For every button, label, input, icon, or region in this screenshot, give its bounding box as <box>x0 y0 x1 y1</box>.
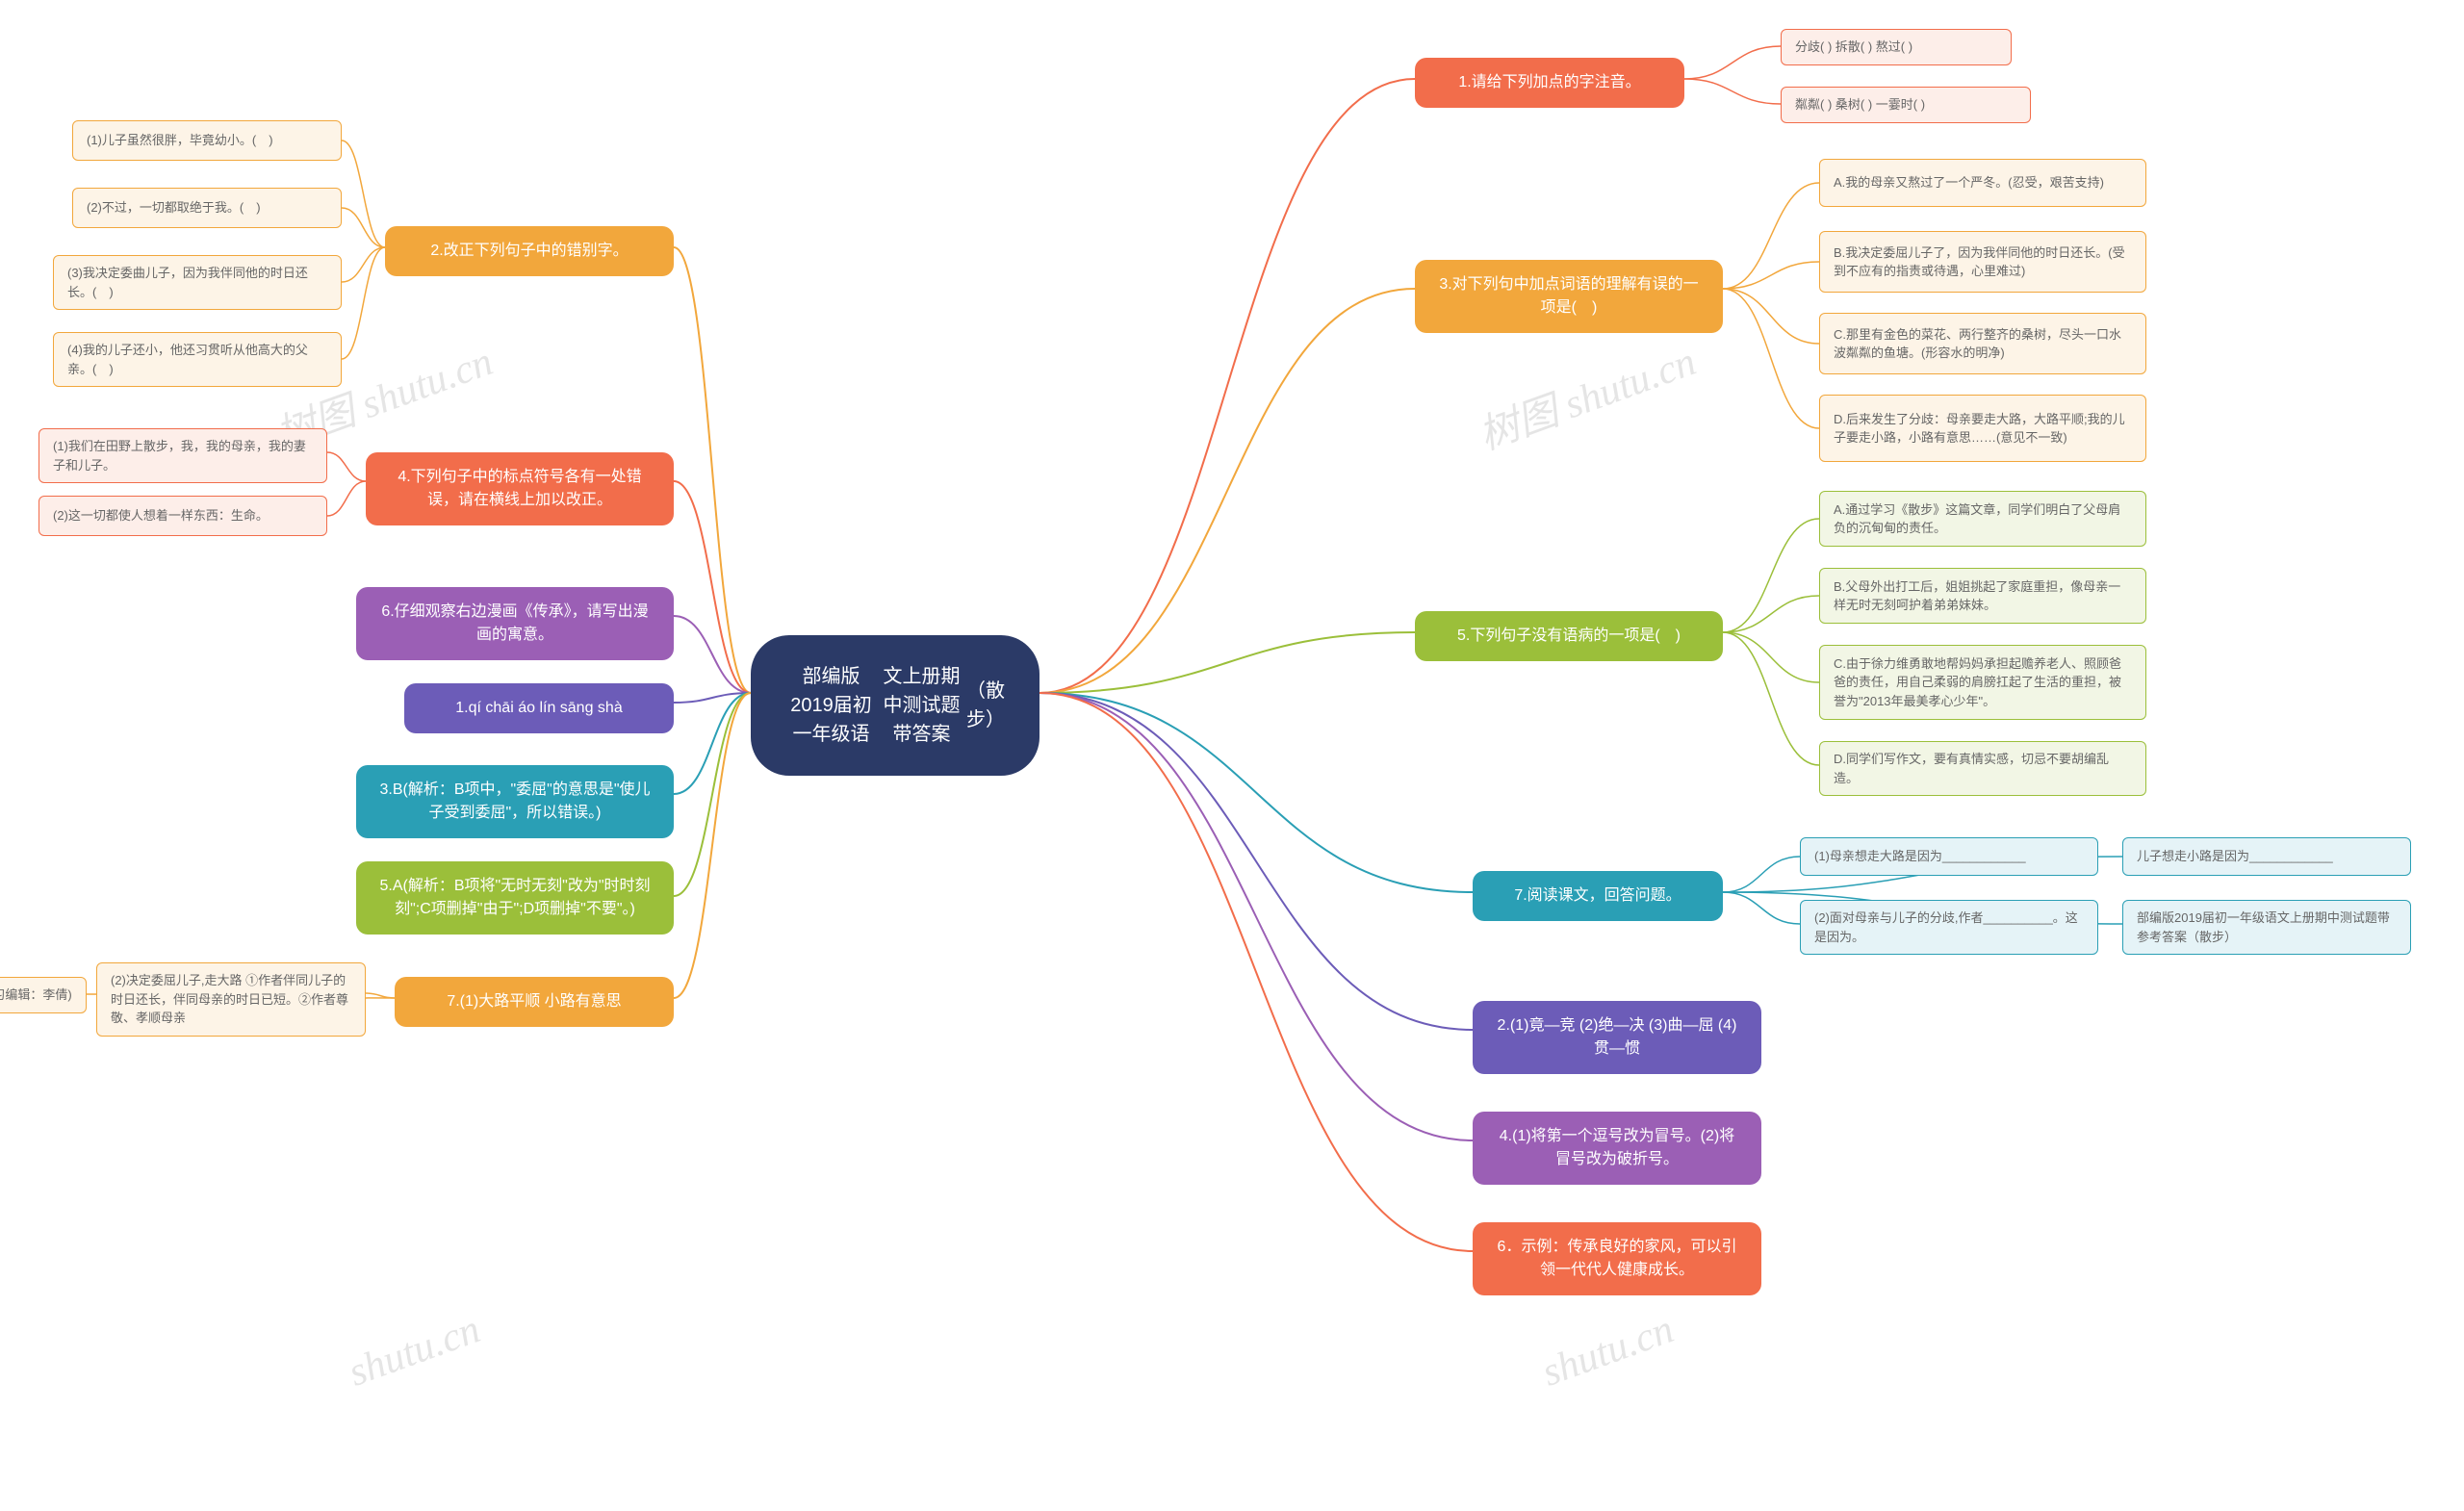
center-node: 部编版2019届初一年级语文上册期中测试题带答案（散步） <box>751 635 1040 776</box>
leaf-node: 分歧( ) 拆散( ) 熬过( ) <box>1781 29 2012 65</box>
watermark: shutu.cn <box>343 1306 486 1396</box>
leaf-node: B.我决定委屈儿子了，因为我伴同他的时日还长。(受到不应有的指责或待遇，心里难过… <box>1819 231 2146 293</box>
branch-node: 6．示例：传承良好的家风，可以引领一代代人健康成长。 <box>1473 1222 1761 1295</box>
branch-node: 4.(1)将第一个逗号改为冒号。(2)将冒号改为破折号。 <box>1473 1112 1761 1185</box>
leaf-node: A.通过学习《散步》这篇文章，同学们明白了父母肩负的沉甸甸的责任。 <box>1819 491 2146 547</box>
branch-node: 6.仔细观察右边漫画《传承》，请写出漫画的寓意。 <box>356 587 674 660</box>
leaf-node: (2)不过，一切都取绝于我。( ) <box>72 188 342 228</box>
leaf-node: (2)面对母亲与儿子的分歧,作者__________。这是因为。 <box>1800 900 2098 955</box>
branch-node: 3.对下列句中加点词语的理解有误的一项是( ) <box>1415 260 1723 333</box>
leaf-node: D.后来发生了分歧：母亲要走大路，大路平顺;我的儿子要走小路，小路有意思……(意… <box>1819 395 2146 462</box>
branch-node: 7.阅读课文，回答问题。 <box>1473 871 1723 921</box>
branch-node: 2.(1)竟—竞 (2)绝—决 (3)曲—屈 (4)贯—惯 <box>1473 1001 1761 1074</box>
leaf-node: (1)我们在田野上散步，我，我的母亲，我的妻子和儿子。 <box>38 428 327 483</box>
leaf-node: 儿子想走小路是因为____________ <box>2122 837 2411 876</box>
branch-node: 2.改正下列句子中的错别字。 <box>385 226 674 276</box>
branch-node: 4.下列句子中的标点符号各有一处错误，请在横线上加以改正。 <box>366 452 674 525</box>
branch-node: 7.(1)大路平顺 小路有意思 <box>395 977 674 1027</box>
leaf-node: (2)这一切都使人想着一样东西：生命。 <box>38 496 327 536</box>
watermark: 树图 shutu.cn <box>1470 329 1703 462</box>
leaf-node: C.由于徐力维勇敢地帮妈妈承担起赡养老人、照顾爸爸的责任，用自己柔弱的肩膀扛起了… <box>1819 645 2146 720</box>
leaf-node: 粼粼( ) 桑树( ) 一霎时( ) <box>1781 87 2031 123</box>
leaf-node: (1)儿子虽然很胖，毕竟幼小。( ) <box>72 120 342 161</box>
leaf-node: (4)我的儿子还小，他还习贯听从他高大的父亲。( ) <box>53 332 342 387</box>
leaf-node: B.父母外出打工后，姐姐挑起了家庭重担，像母亲一样无时无刻呵护着弟弟妹妹。 <box>1819 568 2146 624</box>
leaf-node: 部编版2019届初一年级语文上册期中测试题带参考答案（散步） <box>2122 900 2411 955</box>
branch-node: 1.请给下列加点的字注音。 <box>1415 58 1684 108</box>
branch-node: 5.A(解析：B项将"无时无刻"改为"时时刻刻";C项删掉"由于";D项删掉"不… <box>356 861 674 935</box>
leaf-node: A.我的母亲又熬过了一个严冬。(忍受，艰苦支持) <box>1819 159 2146 207</box>
leaf-node: (3)我决定委曲儿子，因为我伴同他的时日还长。( ) <box>53 255 342 310</box>
leaf-node: (实习编辑：李倩) <box>0 977 87 1013</box>
branch-node: 3.B(解析：B项中，"委屈"的意思是"使儿子受到委屈"，所以错误。) <box>356 765 674 838</box>
watermark: shutu.cn <box>1536 1306 1680 1396</box>
leaf-node: D.同学们写作文，要有真情实感，切忌不要胡编乱造。 <box>1819 741 2146 796</box>
leaf-node: (2)决定委屈儿子,走大路 ①作者伴同儿子的时日还长，伴同母亲的时日已短。②作者… <box>96 962 366 1037</box>
branch-node: 5.下列句子没有语病的一项是( ) <box>1415 611 1723 661</box>
leaf-node: (1)母亲想走大路是因为____________ <box>1800 837 2098 876</box>
leaf-node: C.那里有金色的菜花、两行整齐的桑树，尽头一口水波粼粼的鱼塘。(形容水的明净) <box>1819 313 2146 374</box>
branch-node: 1.qí chāi áo lín sāng shà <box>404 683 674 733</box>
